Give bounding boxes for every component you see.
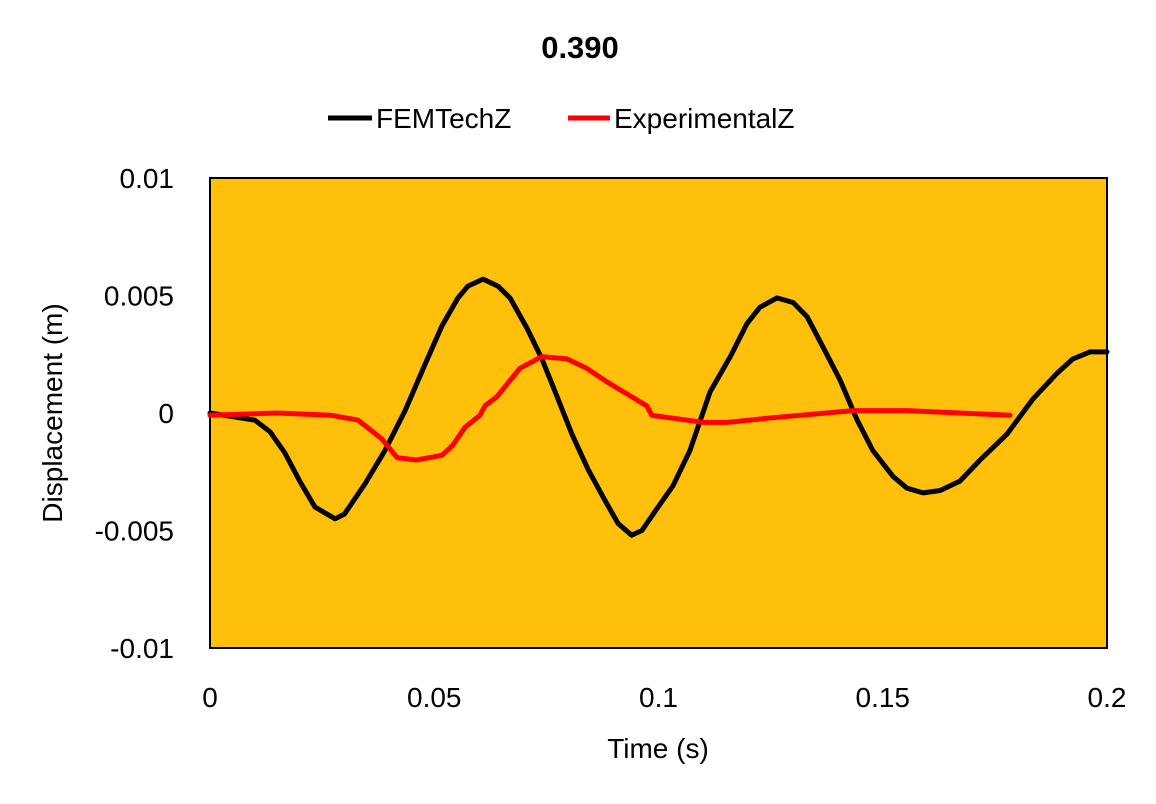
x-tick-label: 0.05 [407,682,462,713]
legend: FEMTechZ ExperimentalZ [328,103,795,134]
series-line-experimentalz [207,354,1013,463]
series-layer [207,276,1110,538]
x-axis-title: Time (s) [607,733,709,764]
y-tick-label: -0.005 [95,516,174,547]
y-axis-title: Displacement (m) [37,303,68,522]
series-line-femtechz [207,276,1110,538]
chart-title: 0.390 [541,30,619,65]
x-tick-label: 0.15 [856,682,911,713]
y-tick-label: 0 [158,398,174,429]
y-axis-ticks: 0.01 0.005 0 -0.005 -0.01 [95,163,174,664]
x-tick-label: 0.1 [639,682,678,713]
legend-label-femtechz: FEMTechZ [376,103,511,134]
x-tick-label: 0.2 [1088,682,1127,713]
y-tick-label: -0.01 [110,633,174,664]
legend-label-experimentalz: ExperimentalZ [614,103,795,134]
y-tick-label: 0.005 [104,281,174,312]
x-axis-ticks: 0 0.05 0.1 0.15 0.2 [202,682,1126,713]
x-tick-label: 0 [202,682,218,713]
y-tick-label: 0.01 [120,163,175,194]
